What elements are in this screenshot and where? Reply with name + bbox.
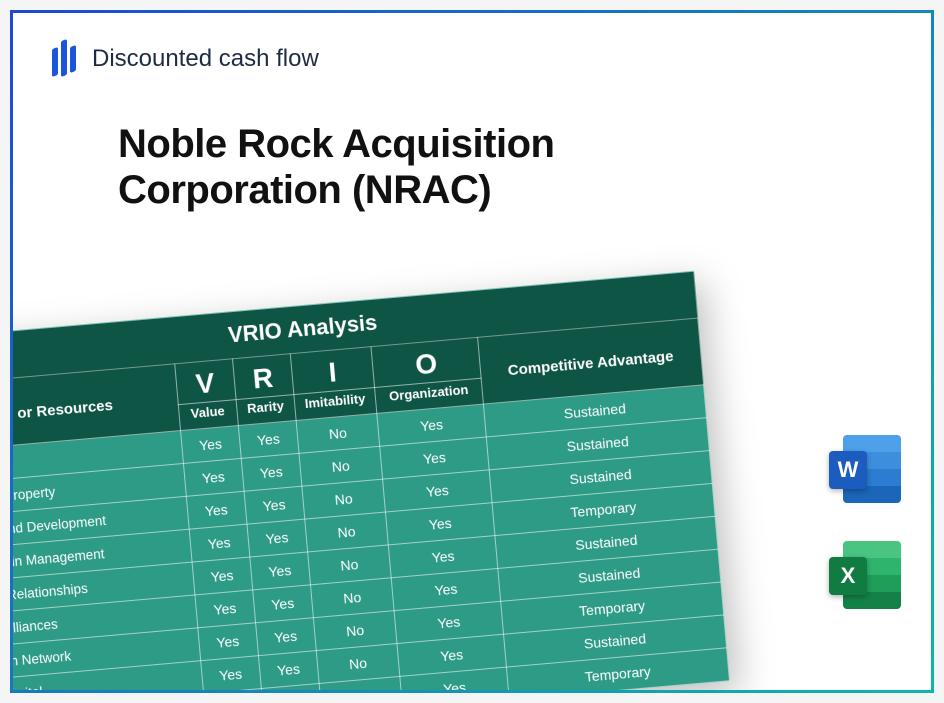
cell: Yes (180, 426, 241, 464)
brand-name: Discounted cash flow (92, 45, 319, 73)
cell: Yes (192, 557, 253, 595)
word-file-icon[interactable]: W (829, 433, 901, 505)
vrio-letter-i: I (290, 347, 375, 395)
cell: Yes (250, 552, 311, 590)
vrio-table: VRIO Analysis Capabilities or Resources … (10, 271, 730, 693)
vrio-table-container: VRIO Analysis Capabilities or Resources … (10, 271, 730, 693)
cell: Yes (186, 491, 247, 529)
cell: Yes (252, 585, 313, 623)
cell: Yes (197, 623, 258, 661)
cell: Yes (244, 486, 305, 524)
brand-logo-icon (48, 38, 80, 80)
cell: Yes (183, 458, 244, 496)
cell: Yes (189, 524, 250, 562)
page-title: Noble Rock Acquisition Corporation (NRAC… (118, 121, 758, 213)
brand-logo: Discounted cash flow (48, 38, 319, 80)
file-icons: W X (829, 433, 901, 611)
cell: Yes (200, 656, 261, 693)
cell: Yes (255, 618, 316, 656)
excel-badge: X (829, 557, 867, 595)
vrio-letter-v: V (174, 359, 235, 405)
word-badge: W (829, 451, 867, 489)
excel-file-icon[interactable]: X (829, 539, 901, 611)
vrio-letter-r: R (232, 354, 293, 400)
cell: Yes (195, 590, 256, 628)
cell: Yes (258, 651, 319, 689)
cell: Yes (238, 420, 299, 458)
card: Discounted cash flow Noble Rock Acquisit… (10, 10, 934, 693)
cell: Yes (247, 519, 308, 557)
cell: Yes (241, 453, 302, 491)
